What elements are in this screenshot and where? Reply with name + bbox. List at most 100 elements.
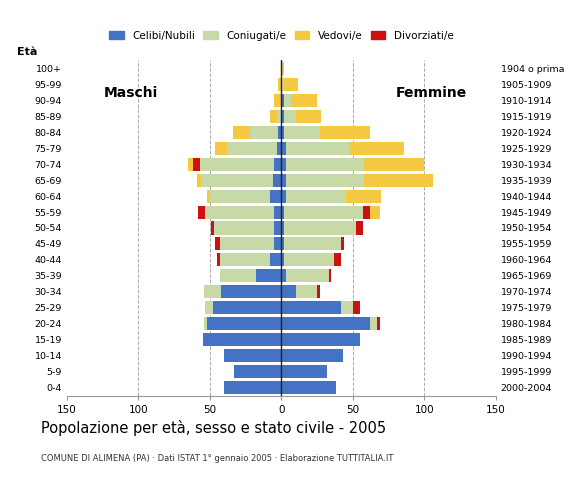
Bar bbox=[281, 142, 285, 155]
Bar bbox=[201, 174, 273, 187]
Text: Età: Età bbox=[17, 47, 38, 57]
Bar bbox=[216, 238, 220, 251]
Bar bbox=[285, 174, 364, 187]
Bar bbox=[342, 238, 345, 251]
Bar bbox=[217, 253, 220, 266]
Bar bbox=[281, 349, 343, 362]
Bar bbox=[270, 110, 277, 123]
Bar bbox=[270, 253, 281, 266]
Bar bbox=[281, 238, 284, 251]
Bar bbox=[284, 126, 320, 139]
Bar bbox=[227, 142, 277, 155]
Bar bbox=[204, 285, 221, 298]
Bar bbox=[328, 269, 331, 282]
Bar bbox=[233, 126, 250, 139]
Bar bbox=[285, 269, 328, 282]
Bar bbox=[281, 301, 342, 314]
Bar bbox=[205, 301, 213, 314]
Bar bbox=[220, 253, 270, 266]
Bar bbox=[356, 221, 363, 235]
Bar bbox=[285, 142, 350, 155]
Bar bbox=[220, 269, 256, 282]
Bar bbox=[278, 126, 281, 139]
Bar bbox=[188, 158, 200, 171]
Bar bbox=[202, 333, 281, 346]
Bar bbox=[284, 205, 363, 218]
Bar bbox=[214, 221, 274, 235]
Bar bbox=[284, 253, 334, 266]
Bar bbox=[334, 253, 337, 266]
Text: COMUNE DI ALIMENA (PA) · Dati ISTAT 1° gennaio 2005 · Elaborazione TUTTITALIA.IT: COMUNE DI ALIMENA (PA) · Dati ISTAT 1° g… bbox=[41, 454, 393, 463]
Bar bbox=[364, 158, 425, 171]
Bar bbox=[281, 205, 284, 218]
Bar bbox=[220, 238, 274, 251]
Bar bbox=[364, 174, 433, 187]
Bar bbox=[274, 221, 281, 235]
Bar bbox=[377, 317, 380, 330]
Bar bbox=[274, 205, 281, 218]
Bar bbox=[274, 238, 281, 251]
Bar bbox=[320, 126, 370, 139]
Bar bbox=[342, 238, 345, 251]
Text: Maschi: Maschi bbox=[104, 85, 158, 100]
Bar bbox=[353, 301, 360, 314]
Text: Popolazione per età, sesso e stato civile - 2005: Popolazione per età, sesso e stato civil… bbox=[41, 420, 386, 436]
Bar bbox=[284, 78, 299, 91]
Bar bbox=[211, 221, 214, 235]
Bar bbox=[278, 78, 281, 91]
Bar bbox=[207, 317, 281, 330]
Bar bbox=[205, 205, 274, 218]
Legend: Celibi/Nubili, Coniugati/e, Vedovi/e, Divorziati/e: Celibi/Nubili, Coniugati/e, Vedovi/e, Di… bbox=[105, 26, 458, 45]
Bar bbox=[281, 126, 284, 139]
Bar bbox=[250, 126, 278, 139]
Bar bbox=[370, 317, 377, 330]
Bar bbox=[296, 285, 317, 298]
Bar bbox=[270, 190, 281, 203]
Bar bbox=[342, 301, 353, 314]
Bar bbox=[285, 158, 364, 171]
Bar bbox=[216, 142, 227, 155]
Bar bbox=[363, 205, 370, 218]
Bar bbox=[317, 285, 320, 298]
Bar bbox=[224, 349, 281, 362]
Bar bbox=[281, 174, 285, 187]
Bar bbox=[281, 333, 360, 346]
Bar bbox=[197, 174, 201, 187]
Bar bbox=[193, 158, 200, 171]
Bar bbox=[213, 301, 281, 314]
Bar bbox=[234, 365, 281, 378]
Bar bbox=[284, 238, 342, 251]
Bar bbox=[277, 142, 281, 155]
Bar bbox=[204, 317, 207, 330]
Bar bbox=[363, 205, 380, 218]
Bar bbox=[291, 94, 317, 107]
Bar bbox=[281, 62, 284, 75]
Bar bbox=[221, 285, 281, 298]
Bar bbox=[200, 158, 274, 171]
Bar bbox=[281, 269, 285, 282]
Bar bbox=[281, 78, 284, 91]
Bar bbox=[274, 158, 281, 171]
Bar bbox=[207, 190, 210, 203]
Bar bbox=[281, 381, 336, 394]
Bar bbox=[210, 190, 270, 203]
Text: Femmine: Femmine bbox=[396, 85, 467, 100]
Bar bbox=[285, 190, 346, 203]
Bar bbox=[346, 190, 382, 203]
Bar bbox=[224, 381, 281, 394]
Bar bbox=[281, 158, 285, 171]
Bar bbox=[284, 94, 291, 107]
Bar bbox=[281, 221, 284, 235]
Bar bbox=[356, 221, 363, 235]
Bar bbox=[281, 317, 370, 330]
Bar bbox=[277, 110, 281, 123]
Bar bbox=[281, 190, 285, 203]
Bar bbox=[284, 110, 296, 123]
Bar bbox=[334, 253, 342, 266]
Bar bbox=[198, 205, 205, 218]
Bar bbox=[296, 110, 321, 123]
Bar bbox=[281, 285, 296, 298]
Bar bbox=[281, 253, 284, 266]
Bar bbox=[281, 110, 284, 123]
Bar bbox=[281, 365, 327, 378]
